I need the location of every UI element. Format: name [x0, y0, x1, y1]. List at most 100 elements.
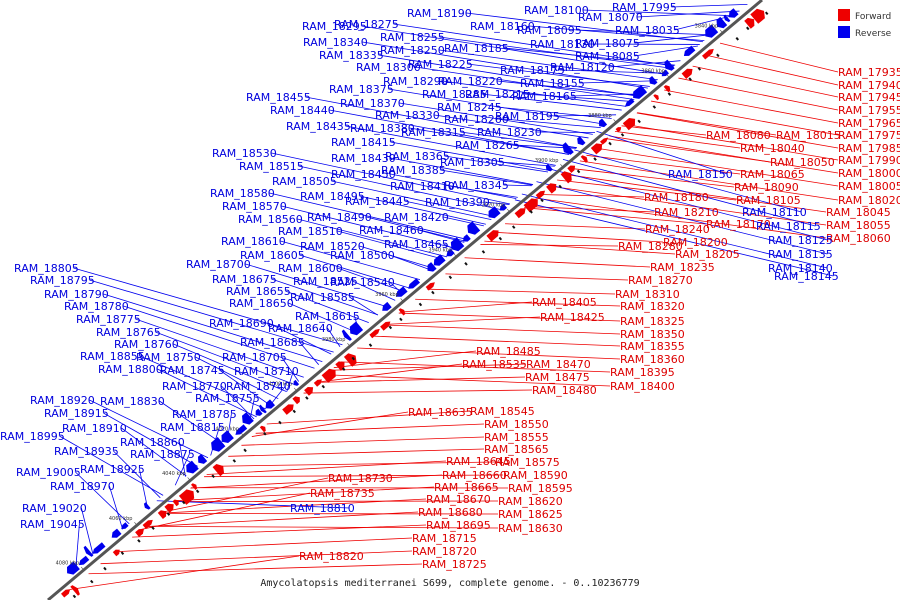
forward-gene-label: RAM_18105 [736, 194, 801, 207]
forward-gene-label: RAM_18395 [610, 366, 675, 379]
reverse-gene-leader [378, 54, 639, 97]
forward-gene-label: RAM_18170 [706, 218, 771, 231]
reverse-gene-leader [484, 201, 510, 205]
reverse-gene-label: RAM_18560 [238, 213, 303, 226]
reverse-gene-leader [503, 118, 601, 129]
forward-gene-leader [190, 474, 443, 489]
gene-marker [263, 431, 267, 436]
reverse-gene-label: RAM_19005 [16, 466, 81, 479]
gene-marker [529, 209, 533, 214]
forward-gene-leader [399, 301, 533, 313]
reverse-gene-arrow [83, 545, 94, 557]
reverse-gene-leader [390, 141, 550, 171]
forward-gene-arrow [398, 308, 406, 316]
forward-gene-leader [174, 500, 499, 502]
reverse-gene-leader [280, 240, 421, 280]
reverse-gene-leader [155, 331, 296, 386]
gene-marker [558, 184, 562, 189]
gene-labels: RAM_17935RAM_17940RAM_17945RAM_17955RAM_… [0, 1, 900, 571]
reverse-gene-label: RAM_18315 [401, 126, 466, 139]
legend-reverse-label: Reverse [855, 29, 892, 39]
reverse-gene-label: RAM_18920 [30, 394, 95, 407]
reverse-gene-label: RAM_18675 [212, 273, 277, 286]
gene-marker [278, 420, 282, 425]
forward-gene-leader [650, 100, 839, 136]
reverse-gene-arrow [716, 16, 728, 29]
reverse-gene-leader [562, 159, 816, 227]
reverse-gene-arrow [723, 14, 731, 23]
reverse-gene-label: RAM_18385 [381, 164, 446, 177]
reverse-gene-leader [559, 69, 666, 74]
reverse-gene-arrow [683, 45, 696, 56]
reverse-gene-leader [579, 80, 657, 84]
forward-gene-leader [535, 197, 827, 239]
reverse-gene-arrow [396, 286, 408, 297]
reverse-gene-label: RAM_18925 [80, 463, 145, 476]
gene-marker [511, 225, 516, 229]
gene-marker [448, 275, 453, 280]
reverse-gene-leader [268, 322, 332, 355]
forward-gene-label: RAM_18205 [675, 248, 740, 261]
legend-forward-swatch [838, 9, 850, 21]
kbp-ticks: 3840 kbp 3860 kbp 3880 kbp 3900 kbp 3920 kbp… [56, 24, 723, 571]
forward-gene-leader [266, 410, 471, 425]
reverse-gene-label: RAM_18275 [334, 18, 399, 31]
tick-mark [560, 163, 564, 168]
forward-gene-arrow [590, 143, 603, 155]
tick-label: 3980 kbp [322, 337, 346, 343]
gene-marker [341, 367, 346, 371]
gene-marker [292, 409, 296, 414]
reverse-gene-label: RAM_18610 [221, 235, 286, 248]
reverse-gene-leader [109, 485, 124, 530]
forward-gene-arrow [70, 585, 80, 596]
reverse-gene-label: RAM_18255 [380, 31, 445, 44]
forward-gene-arrow [681, 68, 693, 79]
forward-gene-label: RAM_18470 [526, 358, 591, 371]
forward-gene-label: RAM_18565 [484, 443, 549, 456]
forward-gene-leader [69, 555, 300, 590]
forward-gene-leader [415, 298, 621, 307]
reverse-gene-leader [389, 254, 432, 271]
reverse-gene-label: RAM_18130 [530, 38, 595, 51]
gene-arrows [61, 8, 769, 599]
reverse-gene-leader [113, 450, 161, 499]
forward-gene-label: RAM_18660 [442, 469, 507, 482]
reverse-gene-leader [89, 279, 334, 353]
forward-gene-arrow [304, 387, 314, 396]
reverse-gene-label: RAM_18505 [272, 175, 337, 188]
reverse-gene-leader [415, 66, 635, 100]
reverse-gene-label: RAM_19045 [20, 518, 85, 531]
reverse-gene-label: RAM_18935 [54, 445, 119, 458]
reverse-gene-leader [496, 106, 612, 119]
reverse-gene-label: RAM_18435 [286, 120, 351, 133]
reverse-gene-leader [571, 93, 642, 97]
reverse-gene-leader [481, 93, 622, 111]
reverse-gene-label: RAM_18815 [160, 421, 225, 434]
forward-gene-leader [114, 537, 413, 553]
forward-gene-arrow [663, 85, 671, 93]
reverse-gene-label: RAM_18290 [383, 75, 448, 88]
reverse-gene-leader [89, 399, 209, 459]
reverse-gene-arrow [67, 561, 80, 575]
reverse-gene-leader [219, 369, 271, 406]
gene-marker [764, 11, 769, 16]
gene-marker [72, 594, 77, 599]
reverse-gene-leader [281, 205, 457, 249]
forward-gene-label: RAM_18485 [476, 345, 541, 358]
reverse-gene-label: RAM_18615 [295, 310, 360, 323]
reverse-gene-leader [499, 161, 555, 167]
reverse-gene-leader [298, 165, 503, 211]
forward-gene-leader [484, 240, 676, 255]
reverse-gene-leader [439, 36, 672, 69]
forward-gene-label: RAM_18400 [610, 380, 675, 393]
forward-gene-label: RAM_18320 [620, 300, 685, 313]
forward-gene-leader [144, 511, 419, 528]
reverse-gene-label: RAM_17995 [612, 1, 677, 14]
forward-gene-label: RAM_18405 [532, 296, 597, 309]
gene-marker [431, 290, 435, 295]
tick-mark [453, 253, 457, 257]
reverse-gene-label: RAM_18085 [575, 50, 640, 63]
reverse-gene-leader [327, 327, 341, 347]
forward-gene-leader [228, 448, 485, 457]
reverse-gene-label: RAM_18520 [300, 240, 365, 253]
